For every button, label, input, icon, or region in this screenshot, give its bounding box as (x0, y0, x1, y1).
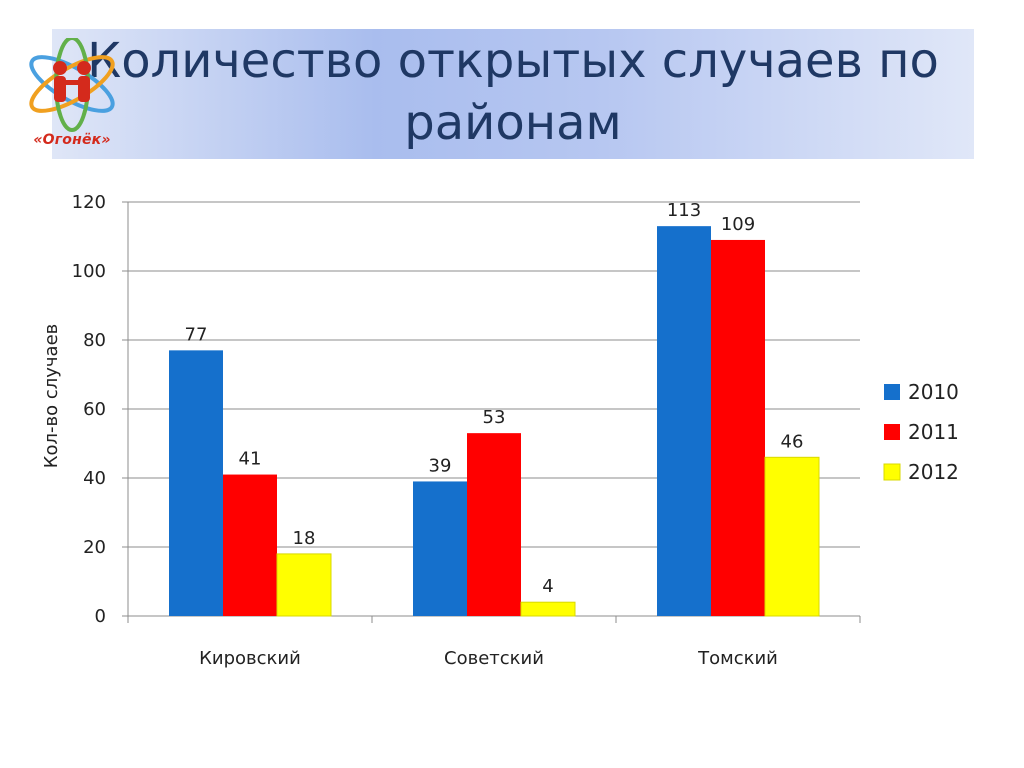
bar (467, 433, 521, 616)
data-label: 41 (239, 449, 262, 470)
data-label: 53 (483, 407, 506, 428)
data-label: 39 (429, 455, 452, 476)
logo-atom-icon (29, 36, 115, 132)
y-tick-label: 60 (83, 399, 106, 420)
legend-label: 2011 (908, 420, 959, 444)
data-label: 46 (781, 431, 804, 452)
y-tick-label: 120 (72, 192, 106, 213)
bar (169, 350, 223, 616)
y-axis-label: Кол-во случаев (41, 324, 62, 469)
category-label: Советский (444, 648, 544, 669)
bar (657, 226, 711, 616)
legend-label: 2010 (908, 380, 959, 404)
legend-swatch (883, 463, 901, 481)
data-label: 4 (542, 576, 553, 597)
y-tick-label: 100 (72, 261, 106, 282)
legend-swatch (884, 384, 900, 400)
slide-title: Количество открытых случаев по районам (87, 33, 939, 151)
y-tick-label: 20 (83, 537, 106, 558)
y-tick-label: 40 (83, 468, 106, 489)
legend-swatch (884, 424, 900, 440)
data-label: 113 (667, 200, 701, 221)
data-label: 77 (185, 324, 208, 345)
data-label: 109 (721, 214, 755, 235)
bar (764, 456, 820, 617)
bar (276, 553, 332, 617)
bar (223, 474, 277, 616)
title-band (52, 29, 974, 159)
y-tick-label: 80 (83, 330, 106, 351)
category-label: Томский (697, 648, 778, 669)
bar (413, 481, 467, 616)
ogonek-logo: «Огонёк» (20, 36, 124, 158)
y-tick-label: 0 (95, 606, 106, 627)
legend-label: 2012 (908, 460, 959, 484)
data-label: 18 (293, 528, 316, 549)
bar (520, 601, 576, 617)
bar (711, 239, 765, 616)
logo-text: «Огонёк» (33, 132, 111, 148)
category-label: Кировский (199, 648, 301, 669)
